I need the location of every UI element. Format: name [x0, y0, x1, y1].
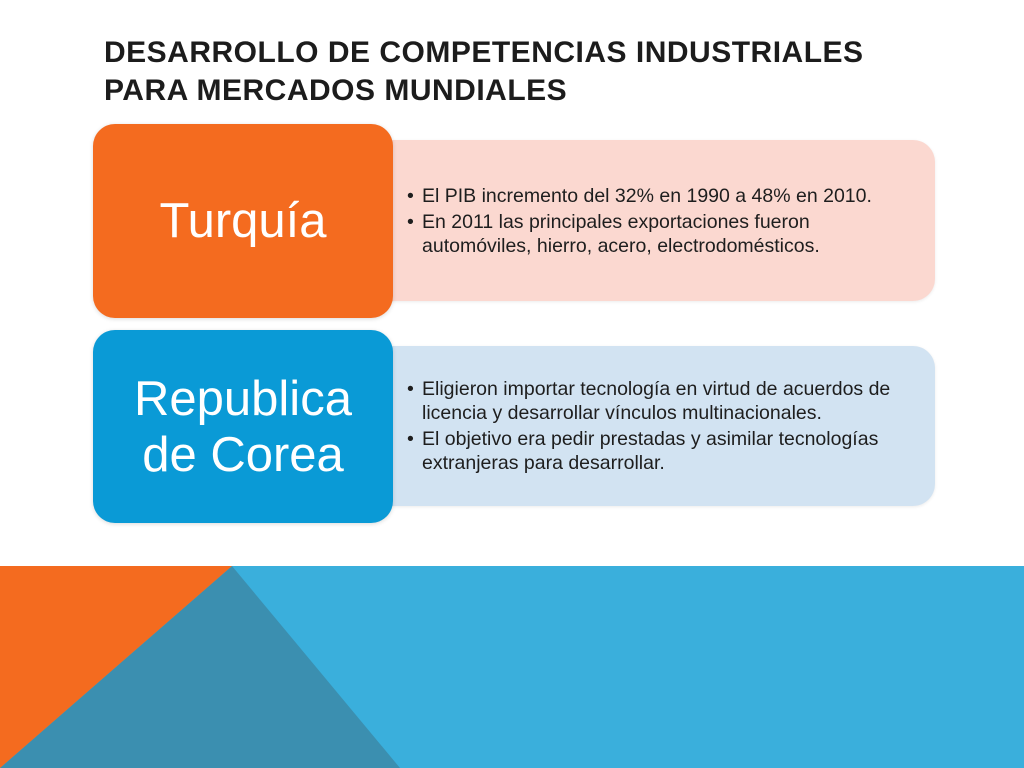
turquia-bullet-list: El PIB incremento del 32% en 1990 a 48% … — [407, 182, 895, 260]
footer-decoration — [0, 566, 1024, 768]
turquia-label-box: Turquía — [93, 124, 393, 318]
bullet-item: El PIB incremento del 32% en 1990 a 48% … — [407, 184, 895, 208]
corea-bullet-list: Eligieron importar tecnología en virtud … — [407, 375, 895, 477]
bullet-item: Eligieron importar tecnología en virtud … — [407, 377, 895, 425]
title-line-2: PARA MERCADOS MUNDIALES — [104, 74, 568, 107]
corea-label: Republica de Corea — [134, 371, 352, 483]
slide-title: DESARROLLO DE COMPETENCIAS INDUSTRIALES … — [104, 34, 924, 110]
footer-dark-blue-triangle — [0, 566, 400, 768]
label-line: de Corea — [142, 427, 344, 482]
turquia-content-box: El PIB incremento del 32% en 1990 a 48% … — [360, 140, 935, 301]
label-line: Turquía — [159, 194, 327, 248]
label-line: Republica — [134, 371, 352, 426]
title-line-1: DESARROLLO DE COMPETENCIAS INDUSTRIALES — [104, 36, 864, 69]
footer-orange-triangle — [0, 566, 232, 768]
bullet-item: El objetivo era pedir prestadas y asimil… — [407, 427, 895, 475]
bullet-item: En 2011 las principales exportaciones fu… — [407, 210, 895, 258]
turquia-label: Turquía — [159, 193, 326, 249]
corea-content-box: Eligieron importar tecnología en virtud … — [360, 346, 935, 506]
corea-label-box: Republica de Corea — [93, 330, 393, 523]
